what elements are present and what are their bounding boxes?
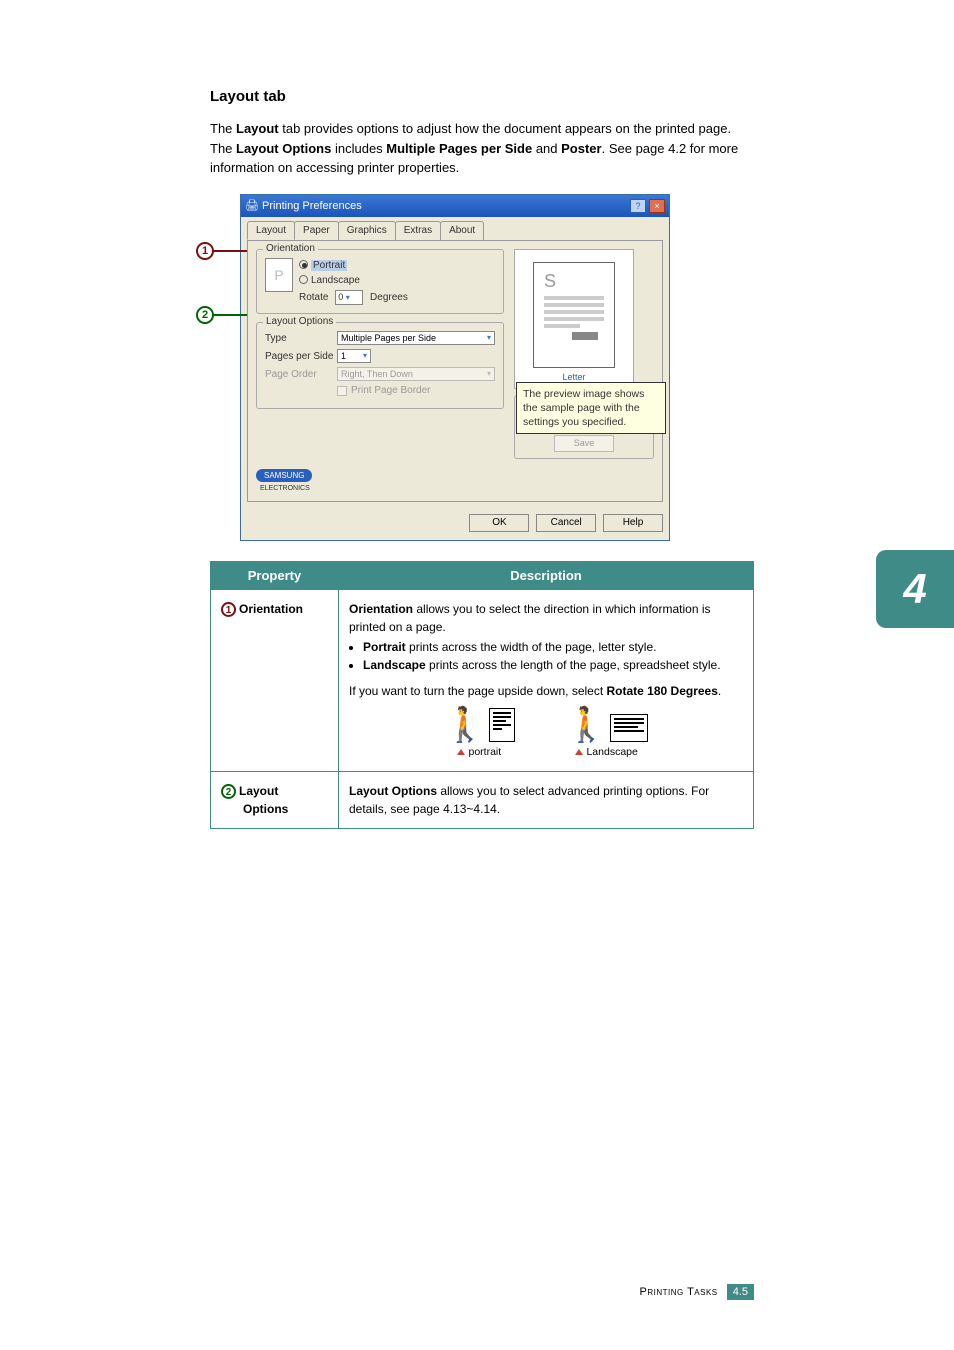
tab-extras[interactable]: Extras <box>395 221 441 240</box>
preview-pane: S Letter8.50 x 11.00 in <box>514 249 634 389</box>
group-label: Layout Options <box>263 316 336 327</box>
callout-1-icon: 1 <box>196 242 214 260</box>
rotate-select[interactable]: 0 ▾ <box>335 290 363 306</box>
dialog-titlebar: 🖨 Printing Preferences ? × <box>241 195 669 217</box>
list-item: Portrait prints across the width of the … <box>363 638 743 656</box>
text: prints across the width of the page, let… <box>406 640 657 654</box>
row-label: Layout <box>239 784 278 798</box>
page-order-select: Right, Then Down▾ <box>337 367 495 381</box>
printing-preferences-dialog: 🖨 Printing Preferences ? × Layout Paper … <box>240 194 670 542</box>
page-footer: Printing Tasks 4.5 <box>639 1284 754 1300</box>
tab-about[interactable]: About <box>440 221 484 240</box>
text-bold: Poster <box>561 141 601 156</box>
select-value: Multiple Pages per Side <box>341 333 436 343</box>
footer-section: Printing Tasks <box>639 1286 717 1298</box>
ok-button[interactable]: OK <box>469 514 529 532</box>
text: The <box>210 121 236 136</box>
help-button[interactable]: Help <box>603 514 663 532</box>
text: includes <box>331 141 386 156</box>
text: prints across the length of the page, sp… <box>426 658 721 672</box>
select-value: 1 <box>341 351 346 361</box>
text-bold: Landscape <box>363 658 426 672</box>
col-property: Property <box>211 562 339 590</box>
text-bold: Layout Options <box>236 141 331 156</box>
dialog-figure: 1 2 🖨 Printing Preferences ? × Layout Pa… <box>240 194 754 542</box>
icon-caption: Landscape <box>586 746 637 758</box>
cancel-button[interactable]: Cancel <box>536 514 596 532</box>
help-button[interactable]: ? <box>630 199 646 213</box>
text-bold: Portrait <box>363 640 406 654</box>
row-number-1-icon: 1 <box>221 602 236 617</box>
save-favorite-button: Save <box>554 435 614 452</box>
table-row: 2Layout Options Layout Options allows yo… <box>211 771 754 828</box>
select-value: Right, Then Down <box>341 369 413 379</box>
text: If you want to turn the page upside down… <box>349 684 607 698</box>
text-bold: Layout Options <box>349 784 437 798</box>
logo-text: SAMSUNG <box>256 469 312 482</box>
landscape-icon: 🚶 Landscape <box>565 708 648 761</box>
radio-label: Portrait <box>311 260 347 271</box>
col-description: Description <box>339 562 754 590</box>
type-select[interactable]: Multiple Pages per Side▾ <box>337 331 495 345</box>
row-label: Options <box>221 802 288 816</box>
preview-tooltip: The preview image shows the sample page … <box>516 382 666 435</box>
landscape-radio[interactable]: Landscape <box>299 273 408 288</box>
tab-layout[interactable]: Layout <box>247 221 295 240</box>
text: and <box>532 141 561 156</box>
degrees-label: Degrees <box>370 292 408 303</box>
tab-paper[interactable]: Paper <box>294 221 339 240</box>
table-row: 1Orientation Orientation allows you to s… <box>211 590 754 772</box>
type-label: Type <box>265 333 337 344</box>
group-label: Orientation <box>263 243 318 254</box>
layout-tab-heading: Layout tab <box>210 88 754 105</box>
preview-letter: S <box>544 271 604 292</box>
pages-per-side-select[interactable]: 1▾ <box>337 349 371 363</box>
tab-strip: Layout Paper Graphics Extras About <box>241 217 669 240</box>
samsung-logo: SAMSUNG ELECTRONICS <box>256 469 504 493</box>
pages-per-side-label: Pages per Side <box>265 351 337 362</box>
page-order-label: Page Order <box>265 369 337 380</box>
text: . <box>718 684 721 698</box>
row-number-2-icon: 2 <box>221 784 236 799</box>
portrait-icon: 🚶 portrait <box>444 708 515 761</box>
text-bold: Orientation <box>349 602 413 616</box>
footer-page-number: 4.5 <box>727 1284 754 1300</box>
row-label: Orientation <box>239 602 303 616</box>
radio-label: Landscape <box>311 275 360 286</box>
list-item: Landscape prints across the length of th… <box>363 656 743 674</box>
select-value: 0 <box>338 292 343 302</box>
orientation-group: Orientation P Portrait Landscape Rotate … <box>256 249 504 315</box>
layout-options-group: Layout Options Type Multiple Pages per S… <box>256 322 504 409</box>
dialog-title-text: Printing Preferences <box>262 200 362 212</box>
tab-graphics[interactable]: Graphics <box>338 221 396 240</box>
icon-caption: portrait <box>468 746 501 758</box>
orientation-thumb-icon: P <box>265 258 293 292</box>
print-border-label: Print Page Border <box>351 385 431 396</box>
logo-subtext: ELECTRONICS <box>260 485 310 492</box>
portrait-radio[interactable]: Portrait <box>299 258 408 273</box>
rotate-row: Rotate 0 ▾ Degrees <box>299 290 408 306</box>
text-bold: Layout <box>236 121 279 136</box>
text-bold: Rotate 180 Degrees <box>607 684 718 698</box>
close-button[interactable]: × <box>649 199 665 213</box>
rotate-label: Rotate <box>299 292 328 303</box>
property-table: Property Description 1Orientation Orient… <box>210 561 754 829</box>
print-border-checkbox <box>337 386 347 396</box>
chapter-tab: 4 <box>876 550 954 628</box>
dialog-title: 🖨 Printing Preferences <box>245 199 362 212</box>
intro-paragraph: The Layout tab provides options to adjus… <box>210 119 754 178</box>
text-bold: Multiple Pages per Side <box>386 141 532 156</box>
callout-2-icon: 2 <box>196 306 214 324</box>
